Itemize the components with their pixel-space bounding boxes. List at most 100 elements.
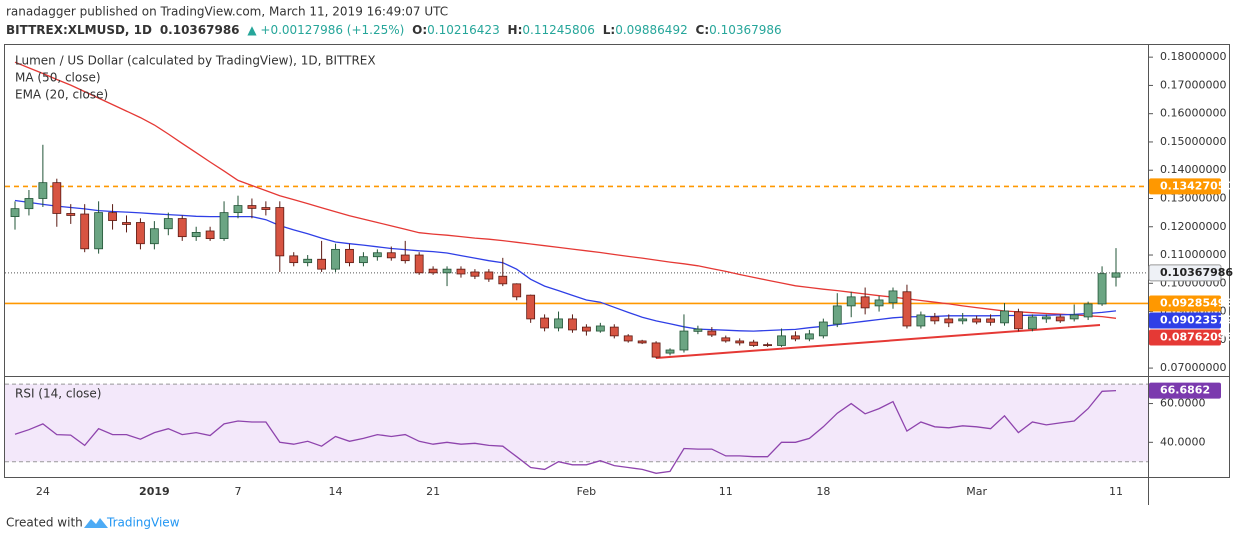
ohlc-value: 0.11245806 <box>522 23 595 37</box>
price-pane <box>5 61 1148 359</box>
y-tick-label: 0.11000000 <box>1160 248 1226 261</box>
candle-body <box>345 248 354 264</box>
x-tick-label: 21 <box>426 485 440 498</box>
y-tick-label: 0.17000000 <box>1160 78 1226 91</box>
x-tick-label: 7 <box>234 485 241 498</box>
candle-body <box>470 271 480 277</box>
candle-body <box>359 256 368 264</box>
candle-body <box>372 252 382 258</box>
candle-body <box>1000 310 1009 324</box>
rsi-line <box>14 389 1117 474</box>
candle-body <box>400 254 410 262</box>
legend-entry: EMA (20, close) <box>15 88 108 102</box>
price-label: 0.09023579 <box>1160 313 1233 326</box>
author-line: ranadagger published on TradingView.com,… <box>6 5 448 19</box>
candle-body <box>986 318 995 323</box>
candle-body <box>791 335 800 340</box>
ohlc-label: C: <box>696 23 710 37</box>
candle-body <box>637 340 647 344</box>
candle-body <box>512 283 522 298</box>
y-tick-label: 0.14000000 <box>1160 163 1226 176</box>
x-tick-label: Mar <box>966 485 987 498</box>
candle-body <box>582 326 591 332</box>
candle-body <box>1069 314 1079 320</box>
candle-body <box>66 213 76 216</box>
candle-body <box>1041 316 1051 320</box>
candle-body <box>303 258 313 264</box>
candle-body <box>247 205 257 209</box>
chart-title: Lumen / US Dollar (calculated by Trading… <box>15 54 376 68</box>
candle-body <box>149 228 159 245</box>
candle-body <box>261 207 271 210</box>
candle-body <box>916 314 926 327</box>
candle-body <box>554 318 563 329</box>
candle-body <box>526 294 536 320</box>
price-label: 0.08762096 <box>1160 330 1233 343</box>
candle-body <box>1014 311 1023 330</box>
ohlc-value: 0.10367986 <box>709 23 782 37</box>
candle-body <box>386 252 396 259</box>
candle-body <box>122 222 131 225</box>
price-label: 66.6862 <box>1160 384 1210 397</box>
candle-body <box>331 248 340 270</box>
footer-prefix: Created with <box>6 516 83 530</box>
y-tick-label: 0.07000000 <box>1160 361 1226 374</box>
y-tick-label: 0.12000000 <box>1160 220 1226 233</box>
y-tick-label: 0.15000000 <box>1160 135 1226 148</box>
candle-body <box>1055 316 1065 322</box>
y-tick-label: 0.18000000 <box>1160 50 1226 63</box>
candle-body <box>38 182 48 199</box>
rsi-pane <box>5 383 1148 474</box>
candle-body <box>749 341 759 346</box>
candle-body <box>10 208 20 217</box>
candle-body <box>665 349 675 354</box>
x-tick-label: 24 <box>36 485 50 498</box>
candle-body <box>777 335 786 346</box>
price-label-bg <box>1149 312 1221 329</box>
price-label: 0.09285498 <box>1160 296 1233 309</box>
candle-body <box>233 205 243 214</box>
candle-body <box>609 326 619 337</box>
candle-body <box>763 344 772 347</box>
candle-body <box>177 218 187 238</box>
x-tick-label: 2019 <box>139 485 170 498</box>
candle-body <box>958 318 968 322</box>
candle-body <box>930 316 940 322</box>
indicator-line <box>14 199 1117 332</box>
candle-body <box>317 258 327 270</box>
footer-brand[interactable]: TradingView <box>106 516 180 530</box>
y-tick-label: 0.16000000 <box>1160 107 1226 120</box>
price-label: 0.13427050 <box>1160 179 1233 192</box>
price-label-bg <box>1149 295 1221 312</box>
candle-body <box>568 318 577 331</box>
ohlc-label: H: <box>508 23 523 37</box>
candle-body <box>1083 303 1093 318</box>
symbol: BITTREX:XLMUSD, 1D <box>6 23 152 37</box>
axes: 0.070000000.080000000.090000000.10000000… <box>36 50 1234 498</box>
candle-body <box>846 296 856 307</box>
candle-body <box>1111 272 1121 278</box>
candle-body <box>972 318 982 323</box>
x-tick-label: 11 <box>1109 485 1123 498</box>
rsi-band <box>5 384 1148 462</box>
candle-body <box>874 299 884 307</box>
y-tick-label: 0.13000000 <box>1160 191 1226 204</box>
candle-body <box>136 222 145 245</box>
candle-body <box>275 207 285 257</box>
candle-body <box>94 212 104 250</box>
candle-body <box>24 198 34 210</box>
x-tick-label: 18 <box>816 485 830 498</box>
candle-body <box>721 337 731 342</box>
price-label: 0.10367986 <box>1160 266 1233 279</box>
candle-body <box>735 340 745 344</box>
candle-body <box>442 268 452 274</box>
price-label-bg <box>1149 382 1221 399</box>
price-label-bg <box>1149 329 1221 346</box>
y-tick-label: 60.0000 <box>1160 397 1206 410</box>
candle-body <box>191 232 201 238</box>
candle-body <box>80 213 90 250</box>
candle-body <box>679 330 689 351</box>
trendline <box>655 324 1101 359</box>
candle-body <box>205 230 215 240</box>
symbol-line: BITTREX:XLMUSD, 1D 0.10367986 ▲ +0.00127… <box>6 23 782 37</box>
